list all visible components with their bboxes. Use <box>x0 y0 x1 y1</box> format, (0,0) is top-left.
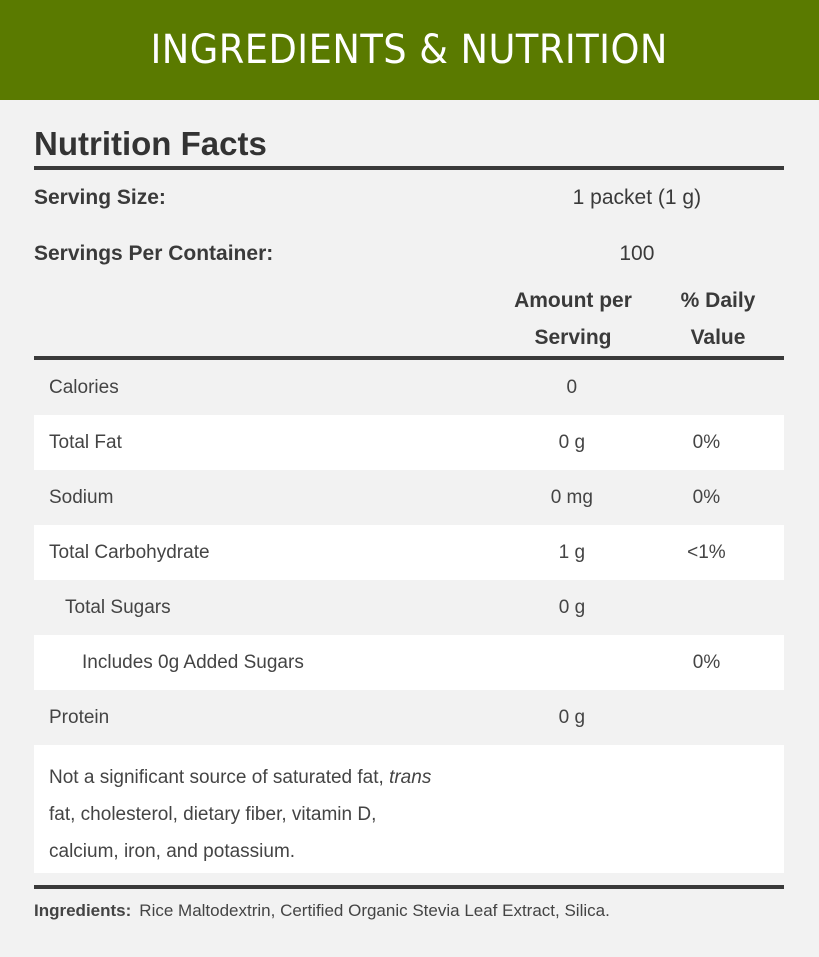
divider <box>34 166 784 170</box>
amount-per-serving-header: Amount per Serving <box>514 289 632 349</box>
ingredients-line: Ingredients: Rice Maltodextrin, Certified… <box>34 889 784 921</box>
divider <box>34 356 784 360</box>
footnote: Not a significant source of saturated fa… <box>34 745 784 873</box>
serving-size-value: 1 packet (1 g) <box>572 186 702 209</box>
ingredients-label: Ingredients: <box>34 901 132 920</box>
ingredients-text: Rice Maltodextrin, Certified Organic Ste… <box>139 901 610 920</box>
section-title: INGREDIENTS & NUTRITION <box>150 27 669 73</box>
nutrient-row-total-carbohydrate: Total Carbohydrate 1 g <1% <box>34 525 784 580</box>
nutrition-facts-title: Nutrition Facts <box>34 125 267 162</box>
serving-size-row: Serving Size: 1 packet (1 g) <box>34 170 784 226</box>
servings-label: Servings Per Container: <box>34 242 274 265</box>
nutrient-row-total-fat: Total Fat 0 g 0% <box>34 415 784 470</box>
divider <box>34 885 784 889</box>
column-headers: Amount per Serving % Daily Value <box>34 282 784 356</box>
servings-per-container-row: Servings Per Container: 100 <box>34 226 784 282</box>
servings-value: 100 <box>619 242 655 265</box>
daily-value-header: % Daily Value <box>680 289 756 349</box>
nutrient-row-total-sugars: Total Sugars 0 g <box>65 596 586 618</box>
nutrient-row-added-sugars: Includes 0g Added Sugars 0% <box>34 635 784 690</box>
nutrient-row-sodium: Sodium 0 mg 0% <box>49 486 721 508</box>
nutrient-row-calories: Calories 0 <box>49 376 578 398</box>
serving-size-label: Serving Size: <box>34 186 166 209</box>
nutrient-row-protein: Protein 0 g <box>49 706 586 728</box>
section-banner: INGREDIENTS & NUTRITION <box>0 0 819 100</box>
nutrition-facts-panel: Nutrition Facts Serving Size: 1 packet (… <box>34 100 784 921</box>
